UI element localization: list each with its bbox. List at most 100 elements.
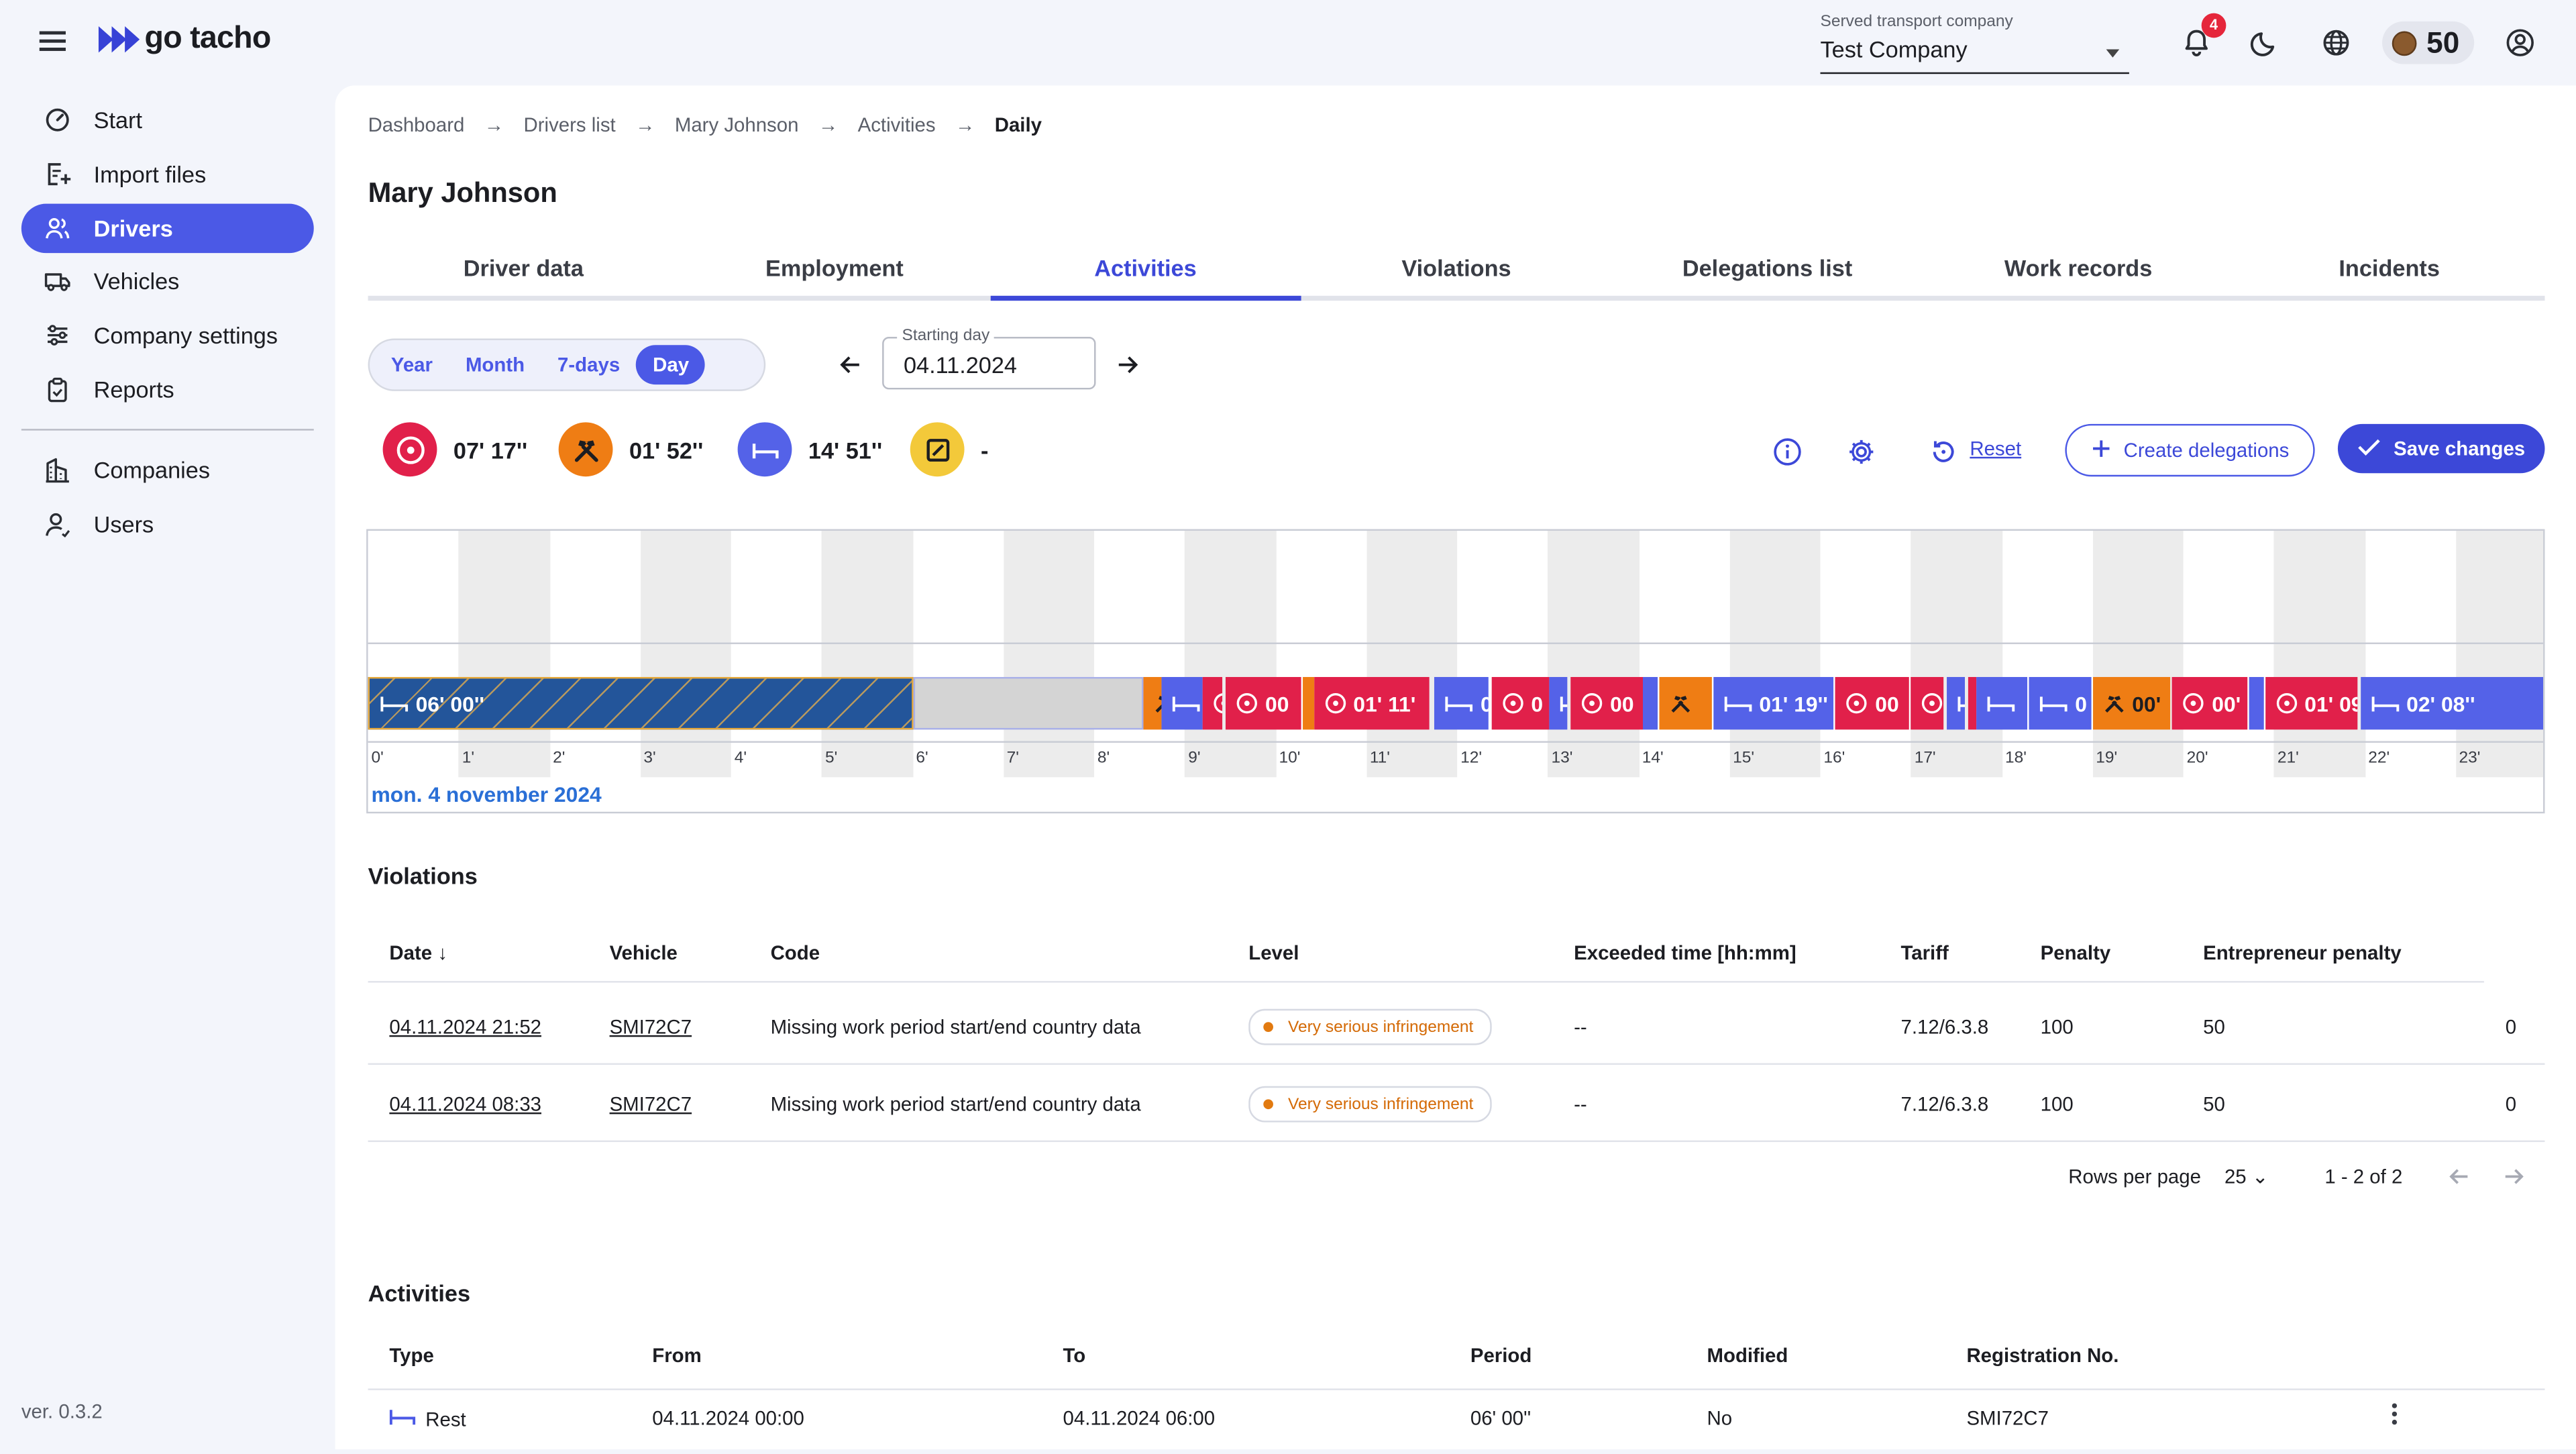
sidebar-item-reports[interactable]: Reports bbox=[21, 365, 314, 414]
column-header-from[interactable]: From bbox=[652, 1344, 702, 1367]
menu-icon[interactable] bbox=[36, 26, 69, 59]
column-header-code[interactable]: Code bbox=[770, 941, 820, 965]
timeline-segment-drive[interactable]: 01' 09 bbox=[2265, 676, 2358, 730]
timeline-segment-drive[interactable] bbox=[1911, 676, 1943, 730]
timeline-segment-work[interactable] bbox=[1303, 676, 1314, 730]
steering-wheel-icon bbox=[2275, 692, 2298, 715]
timeline-segment-rest[interactable] bbox=[1947, 676, 1966, 730]
timeline-segment-work[interactable]: 00' bbox=[2092, 676, 2170, 730]
tab-delegations-list[interactable]: Delegations list bbox=[1682, 254, 1853, 281]
column-header-tariff[interactable]: Tariff bbox=[1900, 941, 1949, 965]
next-day-arrow-icon[interactable] bbox=[1112, 350, 1142, 380]
violation-date-link[interactable]: 04.11.2024 08:33 bbox=[389, 1092, 542, 1116]
timeline-segment-rest[interactable]: 01' 19'' bbox=[1713, 676, 1834, 730]
company-select-label: Served transport company bbox=[1820, 13, 2013, 32]
globe-icon[interactable] bbox=[2320, 26, 2353, 59]
range-7days-button[interactable]: 7-days bbox=[557, 353, 621, 376]
breadcrumb-activities[interactable]: Activities bbox=[857, 113, 936, 137]
company-select[interactable]: Served transport company Test Company bbox=[1820, 13, 2129, 74]
column-header-period[interactable]: Period bbox=[1470, 1344, 1532, 1367]
timeline-segment-rest[interactable] bbox=[2249, 676, 2263, 730]
rows-per-page-select[interactable]: 25 ⌄ bbox=[2224, 1165, 2269, 1188]
sidebar-item-company-settings[interactable]: Company settings bbox=[21, 311, 314, 360]
table-row[interactable]: 04.11.2024 21:52 SMI72C7 Missing work pe… bbox=[368, 988, 2545, 1065]
previous-day-arrow-icon[interactable] bbox=[837, 350, 866, 380]
column-header-vehicle[interactable]: Vehicle bbox=[609, 941, 678, 965]
timeline-segment-rest[interactable]: 0 bbox=[1434, 676, 1489, 730]
breadcrumb-driver[interactable]: Mary Johnson bbox=[674, 113, 799, 137]
column-header-date[interactable]: Date ↓ bbox=[389, 941, 448, 965]
users-icon bbox=[44, 215, 70, 242]
info-icon[interactable] bbox=[1772, 437, 1802, 466]
timeline-segment-work[interactable] bbox=[1658, 676, 1712, 730]
timeline-segment-drive[interactable]: 00 bbox=[1835, 676, 1909, 730]
sidebar-item-users[interactable]: Users bbox=[21, 499, 314, 548]
column-header-registration[interactable]: Registration No. bbox=[1966, 1344, 2119, 1367]
range-month-button[interactable]: Month bbox=[465, 353, 525, 376]
timeline-segment-gap[interactable]: ↔ bbox=[912, 676, 1144, 730]
breadcrumb-drivers-list[interactable]: Drivers list bbox=[523, 113, 616, 137]
timeline-segment-sel[interactable]: 06' 00'' bbox=[368, 676, 913, 730]
tab-work-records[interactable]: Work records bbox=[2004, 254, 2153, 281]
save-changes-button[interactable]: Save changes bbox=[2337, 423, 2545, 474]
timeline-segment-rest[interactable] bbox=[1550, 676, 1568, 730]
timeline-segment-rest[interactable]: 02' 08'' bbox=[2360, 676, 2544, 730]
timeline-hour-band bbox=[912, 531, 1004, 778]
timeline-segment-rest[interactable] bbox=[1643, 676, 1657, 730]
next-page-arrow-icon[interactable] bbox=[2500, 1163, 2526, 1190]
sidebar-item-drivers[interactable]: Drivers bbox=[21, 203, 314, 254]
timeline-segment-rest[interactable] bbox=[1976, 676, 2027, 730]
logo[interactable]: go tacho bbox=[98, 21, 271, 58]
timeline-segment-drive[interactable] bbox=[1967, 676, 1977, 730]
reset-link[interactable]: Reset bbox=[1970, 437, 2022, 460]
vehicle-link[interactable]: SMI72C7 bbox=[609, 1092, 692, 1116]
tab-driver-data[interactable]: Driver data bbox=[463, 254, 584, 281]
moon-icon[interactable] bbox=[2249, 26, 2282, 59]
timeline-segment-drive[interactable]: 00' bbox=[2172, 676, 2247, 730]
violation-date-link[interactable]: 04.11.2024 21:52 bbox=[389, 1015, 542, 1039]
previous-page-arrow-icon[interactable] bbox=[2447, 1163, 2473, 1190]
range-day-button[interactable]: Day bbox=[636, 345, 706, 385]
create-delegations-button[interactable]: Create delegations bbox=[2065, 423, 2315, 477]
gear-icon[interactable] bbox=[1847, 437, 1876, 466]
sidebar-item-companies[interactable]: Companies bbox=[21, 446, 314, 495]
sidebar-item-vehicles[interactable]: Vehicles bbox=[21, 256, 314, 305]
column-header-penalty[interactable]: Penalty bbox=[2040, 941, 2111, 965]
tab-activities[interactable]: Activities bbox=[989, 250, 1301, 301]
sidebar-item-start[interactable]: Start bbox=[21, 95, 314, 144]
timeline-segment-work[interactable] bbox=[1144, 676, 1163, 730]
starting-day-input[interactable] bbox=[900, 350, 1088, 380]
tab-employment[interactable]: Employment bbox=[765, 254, 904, 281]
table-row[interactable]: 04.11.2024 08:33 SMI72C7 Missing work pe… bbox=[368, 1065, 2545, 1143]
coins-badge[interactable]: 50 bbox=[2382, 21, 2475, 64]
range-year-button[interactable]: Year bbox=[390, 353, 433, 376]
tab-violations[interactable]: Violations bbox=[1401, 254, 1511, 281]
column-header-level[interactable]: Level bbox=[1248, 941, 1299, 965]
penalty: 100 bbox=[2040, 1015, 2074, 1039]
column-header-exceeded-time[interactable]: Exceeded time [hh:mm] bbox=[1574, 941, 1796, 965]
tab-incidents[interactable]: Incidents bbox=[2339, 254, 2440, 281]
breadcrumb-dashboard[interactable]: Dashboard bbox=[368, 113, 465, 137]
timeline-hour-tick: 6' bbox=[916, 749, 928, 768]
sliders-icon bbox=[44, 322, 70, 348]
timeline-segment-drive[interactable]: 0 bbox=[1491, 676, 1550, 730]
vehicle-link[interactable]: SMI72C7 bbox=[609, 1015, 692, 1039]
timeline-segment-drive[interactable] bbox=[1203, 676, 1224, 730]
column-header-modified[interactable]: Modified bbox=[1707, 1344, 1788, 1367]
account-circle-icon[interactable] bbox=[2504, 26, 2536, 59]
timeline-segment-drive[interactable]: 00 bbox=[1226, 676, 1301, 730]
timeline-segment-drive[interactable]: 01' 11' bbox=[1313, 676, 1430, 730]
reset-icon[interactable] bbox=[1929, 437, 1958, 466]
table-row[interactable]: Rest 04.11.2024 00:00 04.11.2024 06:00 0… bbox=[368, 1379, 2545, 1454]
column-header-to[interactable]: To bbox=[1063, 1344, 1086, 1367]
column-header-entrepreneur-penalty[interactable]: Entrepreneur penalty bbox=[2203, 941, 2402, 965]
column-header-type[interactable]: Type bbox=[389, 1344, 434, 1367]
timeline-segment-drive[interactable]: 00 bbox=[1570, 676, 1644, 730]
sidebar-item-import-files[interactable]: Import files bbox=[21, 150, 314, 199]
starting-day-field[interactable]: Starting day bbox=[882, 327, 1096, 390]
timeline-segment-rest[interactable] bbox=[1162, 676, 1203, 730]
timeline-segment-rest[interactable]: 0 bbox=[2029, 676, 2091, 730]
more-vertical-icon[interactable] bbox=[2389, 1400, 2399, 1430]
bell-icon[interactable] bbox=[2180, 26, 2213, 59]
